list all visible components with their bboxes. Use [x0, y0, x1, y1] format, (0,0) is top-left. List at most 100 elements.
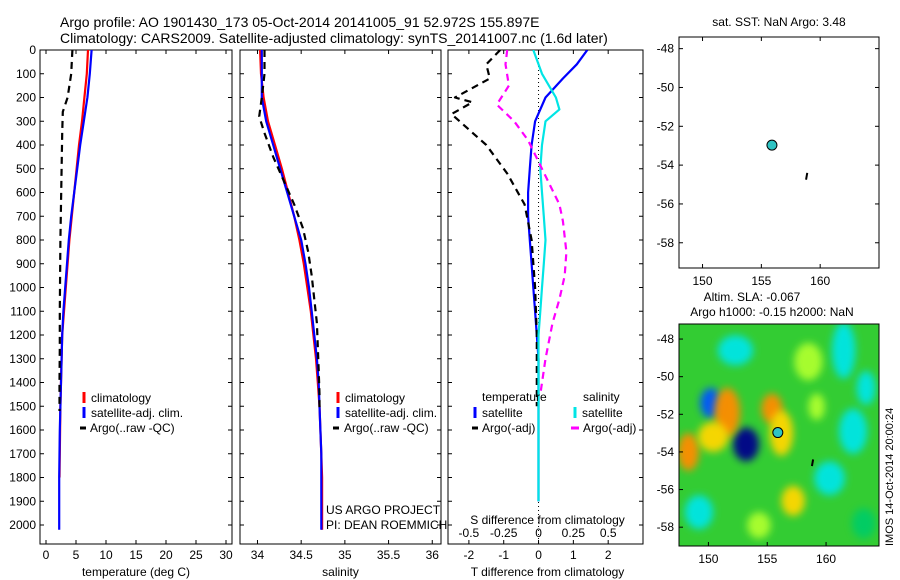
figure-title-line1: Argo profile: AO 1901430_173 05-Oct-2014… — [60, 14, 540, 30]
project-annotation: US ARGO PROJECT — [326, 503, 441, 517]
pi-annotation: PI: DEAN ROEMMICH — [326, 518, 447, 532]
series-line — [450, 50, 538, 407]
y-tick-label: 900 — [16, 257, 36, 271]
legend-label: satellite-adj. clim. — [345, 406, 437, 420]
legend-group-title: salinity — [583, 390, 620, 404]
y-tick-label: 700 — [16, 209, 36, 223]
y-tick-label: 100 — [16, 67, 36, 81]
series-line — [526, 50, 589, 502]
location-title: sat. SST: NaN Argo: 3.48 — [712, 15, 846, 29]
y-tick-label: 600 — [16, 186, 36, 200]
salinity-axes — [239, 49, 442, 545]
sla-cell — [808, 393, 825, 420]
sla-cell — [831, 324, 856, 379]
float-track — [805, 172, 809, 180]
x-tick-label: 5 — [73, 548, 80, 562]
y-tick-label: 1500 — [9, 399, 36, 413]
y-tick-label: 1100 — [10, 304, 36, 318]
difference-x2label: S difference from climatology — [470, 513, 625, 527]
sla-cell — [851, 508, 876, 539]
series-line — [532, 50, 561, 502]
y-tick-label: -52 — [657, 119, 675, 133]
y-tick-label: 200 — [16, 91, 36, 105]
x-tick-label: 1 — [570, 548, 577, 562]
sla-cell — [733, 427, 759, 462]
x-tick-label: 155 — [757, 552, 777, 566]
x-tick-label: 15 — [129, 548, 143, 562]
y-tick-label: -56 — [657, 483, 675, 497]
legend-label: satellite — [482, 406, 523, 420]
x2-tick-label: 0.5 — [600, 526, 617, 540]
x-tick-label: 34.5 — [289, 548, 313, 562]
x2-tick-label: 0 — [535, 526, 542, 540]
x-tick-label: 36 — [426, 548, 440, 562]
sla-cell — [794, 342, 823, 381]
sla-cell — [747, 512, 771, 539]
x-tick-label: 25 — [189, 548, 203, 562]
x-tick-label: 0 — [43, 548, 50, 562]
series-line — [495, 50, 568, 395]
y-tick-label: 0 — [29, 43, 36, 57]
x-tick-label: 155 — [751, 274, 771, 288]
sla-title-line2: Argo h1000: -0.15 h2000: NaN — [690, 305, 853, 319]
y-tick-label: 400 — [16, 138, 36, 152]
location-axes — [678, 36, 880, 269]
legend-label: Argo(..raw -QC) — [344, 421, 429, 435]
series-line — [58, 49, 93, 530]
x-tick-label: 2 — [605, 548, 612, 562]
x-tick-label: 160 — [810, 274, 830, 288]
legend-label: climatology — [91, 391, 151, 405]
x-tick-label: 34 — [251, 548, 265, 562]
y-tick-label: 1000 — [9, 281, 36, 295]
x-tick-label: 20 — [159, 548, 173, 562]
y-tick-label: -50 — [657, 80, 675, 94]
y-tick-label: 1200 — [9, 328, 36, 342]
sla-title-line1: Altim. SLA: -0.067 — [704, 290, 801, 304]
y-tick-label: 1600 — [9, 423, 36, 437]
y-tick-label: -58 — [657, 520, 675, 534]
salinity-xlabel: salinity — [322, 565, 359, 579]
profile-location-marker — [772, 427, 784, 439]
x2-tick-label: -0.5 — [459, 526, 480, 540]
y-tick-label: 2000 — [9, 518, 36, 532]
sla-cell — [684, 495, 714, 530]
legend-label: climatology — [345, 391, 405, 405]
y-tick-label: 800 — [16, 233, 36, 247]
x-tick-label: 30 — [219, 548, 233, 562]
plot-panels: 0 5 10 15 20 25 300100200300400500600700800900… — [9, 15, 896, 579]
sla-axes — [678, 323, 880, 547]
legend-label: Argo(..raw -QC) — [90, 421, 175, 435]
temperature-xlabel: temperature (deg C) — [82, 565, 190, 579]
profile-location-marker — [766, 139, 778, 151]
legend-label: Argo(-adj) — [583, 421, 636, 435]
y-tick-label: 1900 — [9, 494, 36, 508]
sla-cell — [697, 421, 729, 452]
legend-label: satellite-adj. clim. — [91, 406, 183, 420]
y-tick-label: -48 — [657, 332, 675, 346]
x-tick-label: -1 — [498, 548, 509, 562]
imos-side-label: IMOS 14-Oct-2014 20:00:24 — [884, 408, 896, 546]
sla-cell — [679, 433, 699, 471]
y-tick-label: -54 — [657, 158, 675, 172]
sla-cell — [717, 335, 754, 366]
y-tick-label: 300 — [16, 114, 36, 128]
y-tick-label: 1400 — [9, 376, 36, 390]
legend-group-title: temperature — [482, 390, 547, 404]
temperature-axes — [39, 49, 233, 545]
x2-tick-label: -0.25 — [490, 526, 518, 540]
y-tick-label: -54 — [657, 445, 675, 459]
x-tick-label: 35 — [338, 548, 352, 562]
float-track — [810, 459, 815, 467]
series-line — [259, 49, 324, 530]
y-tick-label: 1800 — [9, 471, 36, 485]
series-line — [260, 50, 323, 530]
y-tick-label: -58 — [657, 236, 675, 250]
series-line — [258, 50, 321, 411]
y-tick-label: -50 — [657, 370, 675, 384]
sla-cell — [814, 461, 845, 496]
y-tick-label: -56 — [657, 197, 675, 211]
sla-heatmap — [679, 324, 879, 546]
sla-cell — [781, 485, 805, 516]
x-tick-label: 0 — [535, 548, 542, 562]
